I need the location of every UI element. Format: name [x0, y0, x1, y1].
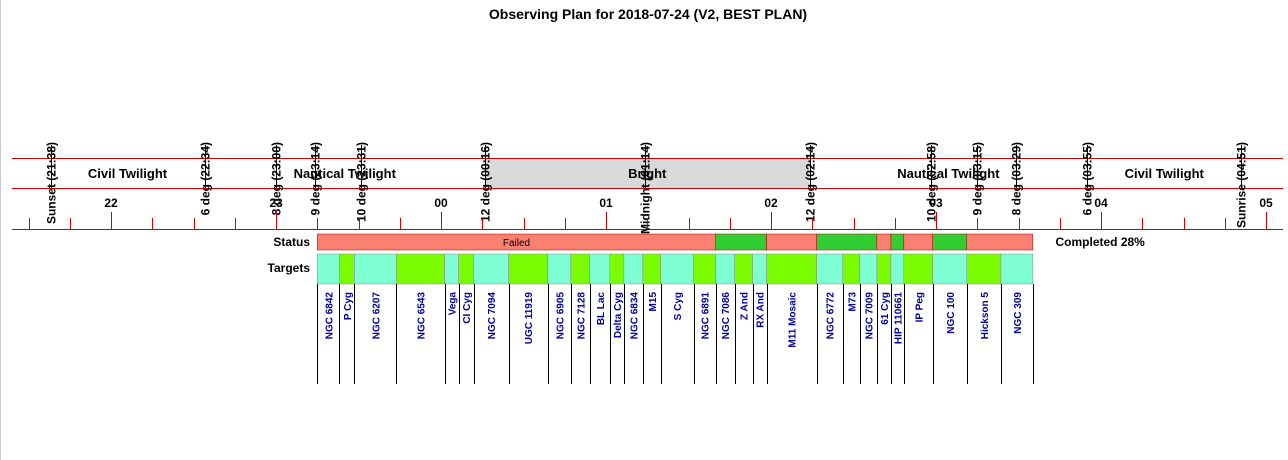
- target-name: NGC 100: [946, 292, 957, 334]
- target-block: [903, 253, 933, 285]
- target-name: IP Peg: [914, 292, 925, 322]
- target-name: NGC 6543: [417, 292, 428, 340]
- target-block: [715, 253, 735, 285]
- target-block: [1000, 253, 1034, 285]
- target-block: [766, 253, 817, 285]
- hour-label: 01: [599, 196, 613, 210]
- event-label: 12 deg (02:14): [804, 142, 818, 222]
- status-segment: [766, 233, 817, 251]
- target-block: [890, 253, 905, 285]
- event-label: 12 deg (00:16): [479, 142, 493, 222]
- target-block: [693, 253, 716, 285]
- target-block: [623, 253, 644, 285]
- target-block: [508, 253, 548, 285]
- target-name: NGC 7009: [864, 292, 875, 340]
- target-name: NGC 7086: [721, 292, 732, 340]
- target-block: [859, 253, 878, 285]
- status-segment: [816, 233, 878, 251]
- event-label: Midnight (01:14): [639, 142, 653, 234]
- target-name: NGC 6207: [371, 292, 382, 340]
- target-block: [458, 253, 474, 285]
- status-title: Status: [273, 235, 310, 249]
- completed-label: Completed 28%: [1056, 235, 1146, 249]
- target-name: Delta Cyg: [613, 292, 624, 338]
- status-segment: [966, 233, 1034, 251]
- hour-label: 23: [269, 196, 283, 210]
- target-name: RX And: [756, 292, 767, 328]
- target-block: [609, 253, 625, 285]
- status-segment: [715, 233, 767, 251]
- period-label: Nautical Twilight: [897, 166, 1000, 181]
- event-label: 9 deg (23:14): [309, 142, 323, 215]
- target-block: [816, 253, 844, 285]
- target-block: [547, 253, 572, 285]
- target-block: [396, 253, 445, 285]
- period-label: Bright: [628, 166, 667, 181]
- target-block: [317, 253, 340, 285]
- target-name: NGC 7128: [576, 292, 587, 340]
- event-label: 6 deg (22:34): [199, 142, 213, 215]
- target-block: [444, 253, 459, 285]
- target-name: NGC 6905: [555, 292, 566, 340]
- target-name: NGC 7094: [487, 292, 498, 340]
- target-name: P Cyg: [343, 292, 354, 320]
- target-name: CI Cyg: [462, 292, 473, 324]
- event-label: 8 deg (23:00): [270, 142, 284, 215]
- event-label: Sunset (21:38): [45, 142, 59, 224]
- hour-label: 00: [434, 196, 448, 210]
- target-block: [339, 253, 355, 285]
- bright-band: [485, 159, 810, 188]
- target-block: [966, 253, 1002, 285]
- target-name: BL Lac: [596, 292, 607, 326]
- status-segment: [903, 233, 933, 251]
- event-label: 8 deg (03:29): [1010, 142, 1024, 215]
- target-name: M73: [847, 292, 858, 312]
- hour-label: 02: [764, 196, 778, 210]
- title: Observing Plan for 2018-07-24 (V2, BEST …: [489, 6, 807, 22]
- event-label: 9 deg (03:15): [971, 142, 985, 215]
- target-block: [354, 253, 397, 285]
- status-segment: [932, 233, 968, 251]
- target-name: Vega: [448, 292, 459, 316]
- target-name: M11 Mosaic: [788, 292, 799, 348]
- target-name: NGC 6834: [629, 292, 640, 340]
- target-name: HIP 110661: [893, 292, 904, 345]
- targets-title: Targets: [268, 261, 311, 275]
- target-name: NGC 6772: [826, 292, 837, 340]
- target-name: NGC 6842: [324, 292, 335, 340]
- target-block: [570, 253, 591, 285]
- target-name: M15: [648, 292, 659, 312]
- event-label: 10 deg (23:31): [355, 142, 369, 222]
- target-name: S Cyg: [673, 292, 684, 320]
- hour-label: 03: [929, 196, 943, 210]
- status-segment: [876, 233, 892, 251]
- target-name: NGC 6891: [701, 292, 712, 340]
- target-name: Z And: [740, 292, 751, 320]
- target-block: [660, 253, 694, 285]
- event-label: 6 deg (03:55): [1081, 142, 1095, 215]
- target-block: [734, 253, 753, 285]
- target-name: UGC 11919: [524, 292, 535, 345]
- target-block: [932, 253, 968, 285]
- target-block: [752, 253, 767, 285]
- target-name: Hickson 5: [980, 292, 991, 340]
- target-block: [473, 253, 509, 285]
- period-label: Civil Twilight: [1125, 166, 1205, 181]
- hour-label: 04: [1094, 196, 1108, 210]
- target-block: [642, 253, 661, 285]
- period-label: Nautical Twilight: [294, 166, 397, 181]
- event-label: 10 deg (02:58): [925, 142, 939, 222]
- hour-label: 05: [1259, 196, 1273, 210]
- target-block: [842, 253, 861, 285]
- target-block: [589, 253, 611, 285]
- hour-label: 22: [104, 196, 118, 210]
- target-name: NGC 309: [1013, 292, 1024, 334]
- event-label: Sunrise (04:51): [1235, 142, 1249, 228]
- status-segment: [890, 233, 905, 251]
- target-block: [876, 253, 892, 285]
- period-label: Civil Twilight: [88, 166, 168, 181]
- status-label: Failed: [503, 238, 530, 249]
- target-name: 61 Cyg: [880, 292, 891, 325]
